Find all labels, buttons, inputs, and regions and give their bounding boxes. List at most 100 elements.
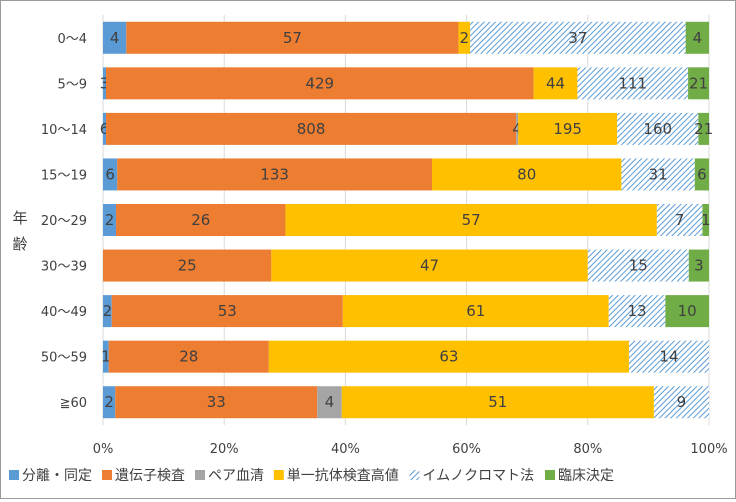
category-label: 10〜14 xyxy=(41,123,87,138)
bar-segment xyxy=(103,21,127,54)
bar-segment xyxy=(533,67,578,100)
bar-segment xyxy=(116,204,286,236)
data-label: 4 xyxy=(512,120,522,138)
data-label: 15 xyxy=(629,257,648,275)
category-label: 40〜49 xyxy=(41,305,87,320)
category-labels: 0〜4 5〜9 10〜14 15〜19 20〜29 30〜39 40〜49 50〜59 ≧60 xyxy=(41,32,87,411)
category-label: 0〜4 xyxy=(57,32,87,47)
bar-segment xyxy=(577,67,689,100)
data-label: 33 xyxy=(207,393,226,411)
data-label: 9 xyxy=(677,393,687,411)
bar-segment xyxy=(106,112,517,145)
bar-segment xyxy=(342,295,609,328)
data-label: 31 xyxy=(649,165,668,183)
bar-segment xyxy=(470,21,686,54)
bar-segment xyxy=(617,112,699,145)
data-label: 160 xyxy=(643,120,672,138)
data-label: 6 xyxy=(100,120,110,138)
bar-segment xyxy=(341,386,654,419)
data-label: 6 xyxy=(105,165,115,183)
data-label: 4 xyxy=(325,393,335,411)
bar-segment xyxy=(608,295,666,328)
data-label: 195 xyxy=(553,120,582,138)
legend-label: 分離・同定 xyxy=(22,467,92,484)
bar-segment xyxy=(688,67,709,100)
legend-swatch xyxy=(102,470,112,480)
bar-segment xyxy=(694,158,709,191)
bar-segment xyxy=(516,112,519,145)
x-tick-label: 60% xyxy=(452,442,481,457)
bar-segment xyxy=(108,340,269,373)
data-label: 21 xyxy=(694,120,713,138)
bar-segment xyxy=(285,204,657,236)
x-tick-labels: 0% 20% 40% 60% 80% 100% xyxy=(93,442,728,457)
data-label: 429 xyxy=(305,74,334,92)
legend-label: イムノクロマト法 xyxy=(422,468,534,484)
bar-segment xyxy=(271,249,588,282)
category-label: 15〜19 xyxy=(41,168,87,183)
bar-segment xyxy=(587,249,689,282)
data-label: 111 xyxy=(618,74,647,92)
data-label: 1 xyxy=(701,211,711,229)
data-label: 14 xyxy=(659,348,678,366)
data-label: 3 xyxy=(694,257,704,275)
data-label: 1 xyxy=(101,348,111,366)
bar-segment xyxy=(103,158,118,191)
data-label: 4 xyxy=(693,29,703,47)
data-label: 2 xyxy=(459,29,469,47)
legend-label: ペア血清 xyxy=(208,468,264,484)
bar-segment xyxy=(628,340,709,373)
category-label: 50〜59 xyxy=(41,351,87,366)
x-tick-label: 20% xyxy=(210,442,239,457)
data-label: 7 xyxy=(675,211,685,229)
data-label: 61 xyxy=(466,302,485,320)
data-label: 57 xyxy=(462,211,481,229)
category-label: ≧60 xyxy=(60,396,87,411)
x-tick-label: 40% xyxy=(331,442,360,457)
bar-segment xyxy=(103,204,117,236)
bar-segment xyxy=(103,67,106,100)
bar-segment xyxy=(685,21,709,54)
bar-segment xyxy=(688,249,709,282)
data-label: 6 xyxy=(697,165,707,183)
bar-segment xyxy=(317,386,342,419)
data-label: 13 xyxy=(628,302,647,320)
bar-segment xyxy=(115,386,318,419)
data-label: 4 xyxy=(110,29,120,47)
bar-segment xyxy=(111,295,343,328)
data-label: 47 xyxy=(420,257,439,275)
bar-segment xyxy=(103,112,107,145)
legend-label: 単一抗体検査高値 xyxy=(287,467,399,484)
data-label: 808 xyxy=(297,120,326,138)
bar-segment xyxy=(117,158,433,191)
bar-segment xyxy=(432,158,622,191)
data-label: 26 xyxy=(191,211,210,229)
bar-segment xyxy=(665,295,709,328)
category-label: 5〜9 xyxy=(57,77,87,92)
bar-segment xyxy=(105,67,534,100)
data-label: 3 xyxy=(100,74,110,92)
legend-label: 臨床決定 xyxy=(558,468,614,484)
data-label: 80 xyxy=(517,165,536,183)
data-label: 2 xyxy=(105,211,115,229)
bar-segment xyxy=(518,112,618,145)
x-tick-label: 100% xyxy=(690,442,727,457)
legend-swatch xyxy=(195,470,205,480)
bar-segment xyxy=(656,204,703,236)
data-label: 10 xyxy=(678,302,697,320)
data-label: 133 xyxy=(260,165,289,183)
data-label: 28 xyxy=(179,348,198,366)
bar-segment xyxy=(103,295,112,328)
bar-segment xyxy=(621,158,695,191)
legend-label: 遺伝子検査 xyxy=(115,468,185,484)
bar-segment xyxy=(653,386,709,419)
y-axis-title: 年齢 xyxy=(12,209,27,253)
legend-swatch xyxy=(545,470,555,480)
data-label: 2 xyxy=(103,302,113,320)
bar-segment xyxy=(126,21,459,54)
data-label: 2 xyxy=(104,393,114,411)
legend-swatch xyxy=(273,470,284,480)
bars-group: 4 57 2 37 43 429 44 111 216 808 4 195 160 216 133 80 31 6… xyxy=(100,21,713,419)
